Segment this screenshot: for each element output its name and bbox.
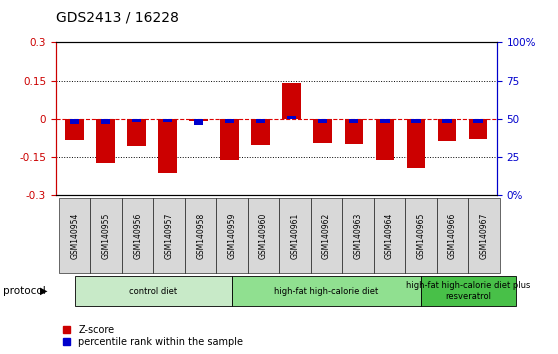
Bar [256, 119, 266, 123]
Text: GSM140955: GSM140955 [102, 212, 110, 259]
Text: GSM140966: GSM140966 [448, 212, 457, 259]
Text: GSM140959: GSM140959 [228, 212, 237, 259]
Text: GDS2413 / 16228: GDS2413 / 16228 [56, 11, 179, 25]
Text: GSM140958: GSM140958 [196, 212, 205, 258]
Bar [314, 119, 332, 143]
Text: GSM140957: GSM140957 [165, 212, 174, 259]
Bar [318, 119, 328, 123]
Text: ▶: ▶ [40, 286, 47, 296]
Text: GSM140967: GSM140967 [479, 212, 488, 259]
Bar [127, 119, 146, 147]
Bar [189, 119, 208, 121]
Bar [473, 119, 483, 123]
Text: GSM140961: GSM140961 [291, 212, 300, 258]
Text: GSM140962: GSM140962 [322, 212, 331, 258]
Text: GSM140963: GSM140963 [354, 212, 363, 259]
Legend: Z-score, percentile rank within the sample: Z-score, percentile rank within the samp… [61, 323, 245, 349]
Bar [282, 83, 301, 119]
Text: GSM140956: GSM140956 [133, 212, 142, 259]
Bar [469, 119, 487, 139]
Bar [101, 119, 110, 124]
Bar [158, 119, 177, 173]
Text: GSM140960: GSM140960 [259, 212, 268, 259]
Text: GSM140965: GSM140965 [417, 212, 426, 259]
Bar [287, 116, 296, 119]
Bar [65, 119, 84, 140]
Bar [442, 119, 451, 123]
Bar [163, 119, 172, 122]
Bar [376, 119, 394, 160]
Bar [344, 119, 363, 144]
Bar [380, 119, 389, 123]
Bar [251, 119, 270, 145]
Bar [194, 119, 203, 125]
Bar [437, 119, 456, 141]
Text: GSM140964: GSM140964 [385, 212, 394, 259]
Text: protocol: protocol [3, 286, 46, 296]
Bar [220, 119, 239, 160]
Bar [411, 119, 421, 123]
Text: high-fat high-calorie diet plus
resveratrol: high-fat high-calorie diet plus resverat… [406, 281, 531, 301]
Bar [132, 119, 141, 122]
Bar [70, 119, 79, 124]
Text: GSM140954: GSM140954 [70, 212, 79, 259]
Text: control diet: control diet [129, 287, 177, 296]
Bar [407, 119, 425, 168]
Bar [349, 119, 358, 123]
Bar [96, 119, 115, 163]
Text: high-fat high-calorie diet: high-fat high-calorie diet [275, 287, 379, 296]
Bar [225, 119, 234, 123]
